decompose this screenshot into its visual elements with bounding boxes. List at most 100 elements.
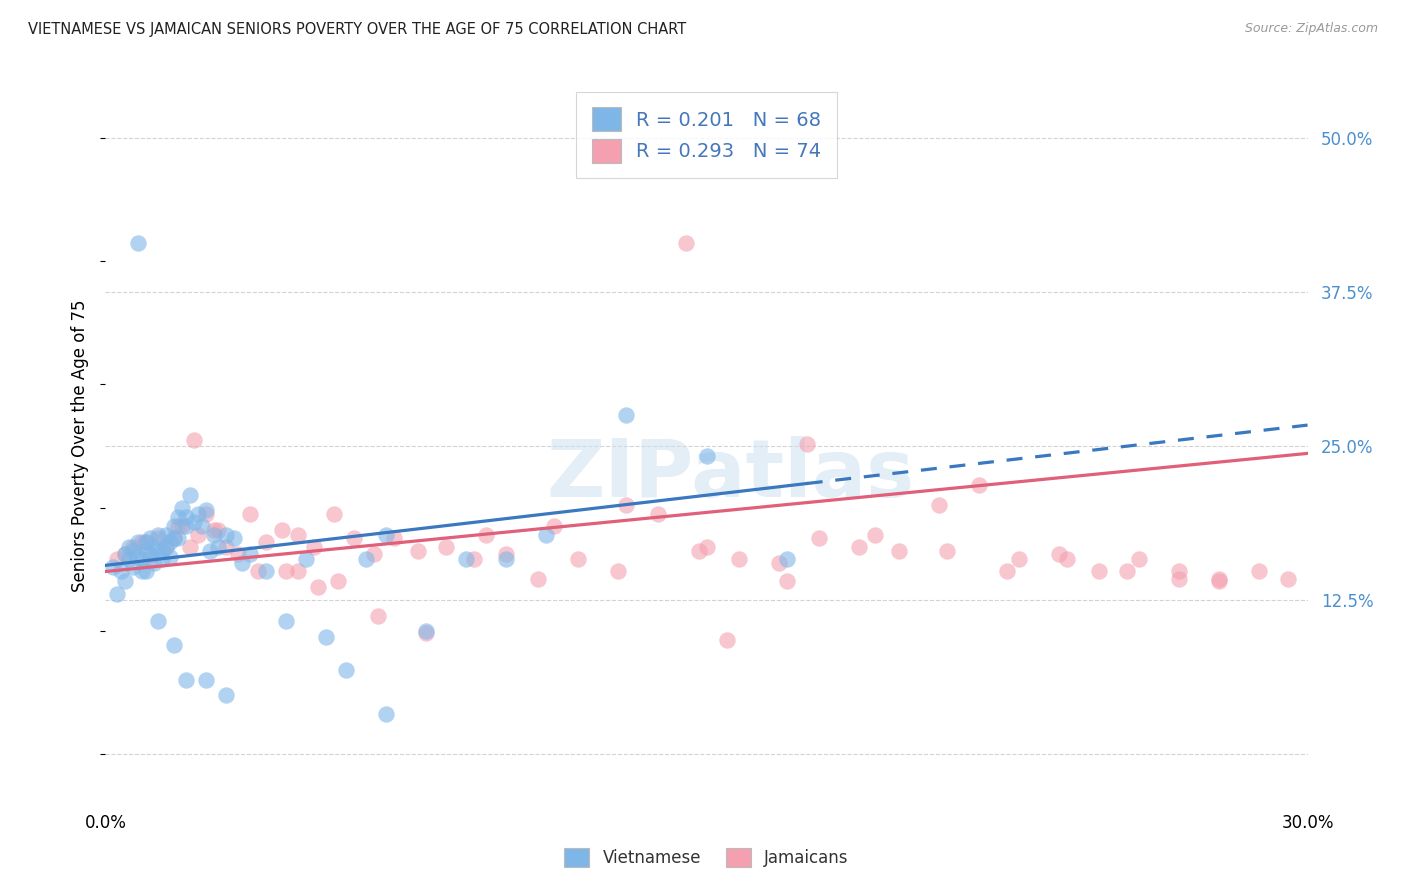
Point — [135, 535, 157, 549]
Point — [696, 449, 718, 463]
Point — [127, 235, 149, 250]
Text: VIETNAMESE VS JAMAICAN SENIORS POVERTY OVER THE AGE OF 75 CORRELATION CHART: VIETNAMESE VS JAMAICAN SENIORS POVERTY O… — [28, 22, 686, 37]
Point — [807, 531, 830, 545]
Point — [434, 540, 457, 554]
Point — [155, 540, 177, 554]
Point — [335, 663, 357, 677]
Point — [187, 507, 209, 521]
Point — [162, 519, 184, 533]
Point — [315, 630, 337, 644]
Point — [415, 626, 437, 640]
Point — [928, 498, 950, 512]
Point — [363, 547, 385, 561]
Point — [287, 565, 309, 579]
Point — [138, 531, 160, 545]
Point — [170, 500, 193, 515]
Point — [454, 552, 477, 566]
Point — [214, 527, 236, 541]
Point — [127, 549, 149, 564]
Point — [118, 552, 141, 566]
Point — [936, 543, 959, 558]
Point — [159, 535, 181, 549]
Point — [162, 638, 184, 652]
Point — [776, 552, 799, 566]
Point — [307, 581, 329, 595]
Point — [207, 540, 229, 554]
Point — [254, 535, 277, 549]
Point — [1277, 572, 1299, 586]
Point — [150, 543, 173, 558]
Point — [543, 519, 565, 533]
Point — [122, 559, 145, 574]
Point — [406, 543, 429, 558]
Point — [848, 540, 870, 554]
Point — [1208, 574, 1230, 589]
Point — [131, 535, 153, 549]
Point — [166, 510, 188, 524]
Point — [463, 552, 485, 566]
Point — [1116, 565, 1139, 579]
Point — [527, 572, 550, 586]
Point — [274, 614, 297, 628]
Y-axis label: Seniors Poverty Over the Age of 75: Seniors Poverty Over the Age of 75 — [72, 300, 90, 592]
Point — [142, 556, 165, 570]
Point — [162, 531, 184, 545]
Point — [1047, 547, 1070, 561]
Text: ZIPatlas: ZIPatlas — [547, 435, 915, 514]
Point — [270, 523, 292, 537]
Point — [190, 519, 212, 533]
Point — [159, 549, 181, 564]
Point — [103, 559, 125, 574]
Point — [155, 527, 177, 541]
Point — [696, 540, 718, 554]
Point — [675, 235, 697, 250]
Point — [647, 507, 669, 521]
Point — [354, 552, 377, 566]
Point — [214, 688, 236, 702]
Point — [179, 540, 201, 554]
Point — [382, 531, 405, 545]
Point — [495, 552, 517, 566]
Point — [110, 565, 132, 579]
Point — [322, 507, 344, 521]
Point — [146, 543, 169, 558]
Point — [1088, 565, 1111, 579]
Point — [138, 552, 160, 566]
Point — [1056, 552, 1078, 566]
Point — [107, 587, 129, 601]
Point — [768, 556, 790, 570]
Point — [166, 531, 188, 545]
Point — [187, 527, 209, 541]
Point — [475, 527, 498, 541]
Point — [222, 531, 245, 545]
Point — [796, 436, 818, 450]
Point — [131, 565, 153, 579]
Point — [374, 707, 398, 722]
Point — [118, 540, 141, 554]
Point — [194, 507, 217, 521]
Point — [122, 543, 145, 558]
Point — [135, 543, 157, 558]
Point — [146, 614, 169, 628]
Point — [616, 409, 638, 423]
Point — [607, 565, 630, 579]
Point — [246, 565, 269, 579]
Point — [776, 574, 799, 589]
Point — [174, 519, 197, 533]
Point — [239, 547, 262, 561]
Point — [107, 552, 129, 566]
Point — [146, 527, 169, 541]
Point — [887, 543, 910, 558]
Point — [567, 552, 589, 566]
Point — [170, 519, 193, 533]
Point — [1168, 572, 1191, 586]
Point — [114, 547, 136, 561]
Point — [162, 531, 184, 545]
Point — [727, 552, 749, 566]
Point — [202, 523, 225, 537]
Point — [239, 507, 262, 521]
Point — [150, 552, 173, 566]
Point — [214, 540, 236, 554]
Point — [131, 552, 153, 566]
Point — [616, 498, 638, 512]
